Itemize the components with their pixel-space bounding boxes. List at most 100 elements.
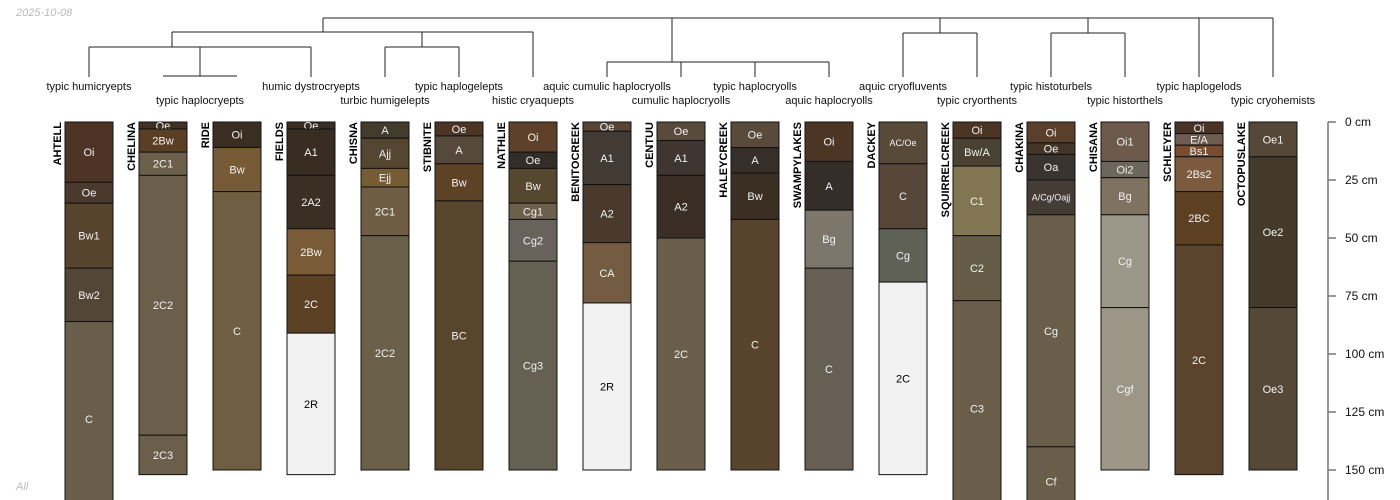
horizon-label: Oi: [1046, 127, 1057, 139]
horizon-label: Oi: [232, 130, 243, 142]
profile-name: DACKEY: [866, 121, 878, 168]
horizon: [952, 235, 1002, 302]
depth-axis: 0 cm 25 cm 50 cm 75 cm 100 cm 125 cm 150 cm: [1327, 115, 1384, 500]
horizon-label: Oe1: [1263, 134, 1284, 146]
horizon: [730, 218, 780, 471]
horizon: [508, 218, 558, 262]
soil-profile: STIBNITE Oe A Bw BC: [422, 121, 484, 471]
horizon-label: Oe2: [1263, 227, 1284, 239]
taxon-label: cumulic haplocryolls: [632, 95, 731, 107]
horizon-label: CA: [599, 268, 615, 280]
profile-name: OCTOPUSLAKE: [1236, 122, 1248, 206]
horizon-label: Oi: [1194, 123, 1205, 135]
horizon: [1100, 214, 1150, 309]
taxon-label: typic histoturbels: [1010, 81, 1092, 93]
horizon-label: 2C: [896, 373, 910, 385]
horizon-label: 2C2: [153, 300, 173, 312]
taxon-label: typic haplocryolls: [713, 81, 797, 93]
horizon-label: 2C1: [375, 206, 395, 218]
taxon-labels: typic humicryepts typic haplocryepts humic…: [47, 81, 1316, 107]
taxon-label: humic dystrocryepts: [262, 81, 360, 93]
horizon: [1100, 307, 1150, 471]
horizon-label: A2: [600, 209, 613, 221]
horizon-label: Oi: [84, 147, 95, 159]
horizon-label: Oe: [748, 130, 763, 142]
horizon-label: A: [751, 155, 759, 167]
taxon-label: aquic haplocryolls: [785, 95, 873, 107]
soil-profile: DACKEY AC/Oe C Cg 2C: [866, 121, 928, 476]
horizon-label: Oa: [1044, 162, 1060, 174]
horizon-label: Oe: [82, 188, 97, 200]
horizon-label: Bw/A: [964, 147, 990, 159]
profile-name: RIDE: [200, 122, 212, 148]
taxon-label: turbic humigelepts: [340, 95, 430, 107]
taxon-label: typic cryorthents: [937, 95, 1018, 107]
horizon: [212, 191, 262, 471]
taxon-label: histic cryaquepts: [492, 95, 574, 107]
taxon-label: typic haplogelepts: [415, 81, 504, 93]
horizon: [582, 242, 632, 304]
horizon-label: C3: [970, 403, 984, 415]
horizon-label: A: [381, 125, 389, 137]
horizon-label: C: [85, 414, 93, 426]
axis-tick-label: 75 cm: [1345, 289, 1378, 303]
horizon-label: Cgf: [1116, 384, 1134, 396]
horizon: [212, 147, 262, 193]
horizon: [952, 165, 1002, 237]
horizon-label: Oi2: [1116, 165, 1133, 177]
horizon-label: Bw1: [78, 231, 99, 243]
axis-tick-label: 50 cm: [1345, 231, 1378, 245]
soil-profile: CHAKINA Oi Oe Oa A/Cg/Oajj Cg Cf: [1014, 121, 1076, 500]
profile-name: FIELDS: [274, 122, 286, 161]
taxon-label: typic haplogelods: [1156, 81, 1242, 93]
horizon: [1248, 307, 1298, 471]
horizon-label: C2: [970, 263, 984, 275]
horizon-label: A: [825, 181, 833, 193]
horizon: [138, 174, 188, 436]
horizon: [952, 137, 1002, 167]
horizon-label: Bg: [1118, 191, 1131, 203]
horizon: [64, 267, 114, 323]
horizon: [286, 128, 336, 176]
soil-profile: SWAMPYLAKES Oi A Bg C: [792, 121, 854, 471]
horizon: [582, 184, 632, 244]
taxon-label: typic haplocryepts: [156, 95, 245, 107]
horizon: [64, 121, 114, 183]
horizon-label: 2C: [674, 349, 688, 361]
horizon-label: A1: [600, 153, 613, 165]
horizon-label: Cg: [1044, 326, 1058, 338]
horizon-label: A: [455, 145, 463, 157]
horizon: [1100, 121, 1150, 162]
taxon-label: aquic cryofluvents: [859, 81, 948, 93]
horizon: [656, 174, 706, 239]
horizon: [730, 147, 780, 174]
horizon: [1100, 177, 1150, 216]
horizon: [582, 130, 632, 186]
horizon-label: 2C: [304, 299, 318, 311]
horizon-label: Oe: [452, 124, 467, 136]
profile-name: AHTELL: [52, 122, 64, 166]
profile-name: CHISANA: [1088, 122, 1100, 172]
horizon: [286, 174, 336, 230]
horizon: [138, 434, 188, 476]
horizon-label: Cg: [896, 250, 910, 262]
horizon: [878, 281, 928, 476]
horizon-label: C: [899, 191, 907, 203]
horizon-label: C1: [970, 196, 984, 208]
horizon-label: Oi1: [1116, 137, 1133, 149]
horizon: [1174, 244, 1224, 476]
horizon-label: Ejj: [379, 173, 391, 185]
horizon-label: A1: [304, 147, 317, 159]
horizon-label: 2Bs2: [1186, 169, 1211, 181]
soil-profile: SQUIRRELCREEK Oi Bw/A C1 C2 C3: [940, 121, 1002, 500]
soil-profile: HALEYCREEK Oe A Bw C: [718, 121, 780, 471]
horizon-label: Cg2: [523, 235, 543, 247]
horizon-label: 2BC: [1188, 213, 1209, 225]
profile-name: SQUIRRELCREEK: [940, 122, 952, 217]
horizon: [878, 121, 928, 165]
horizon-label: 2A2: [301, 197, 321, 209]
horizon-label: Bw: [525, 181, 540, 193]
